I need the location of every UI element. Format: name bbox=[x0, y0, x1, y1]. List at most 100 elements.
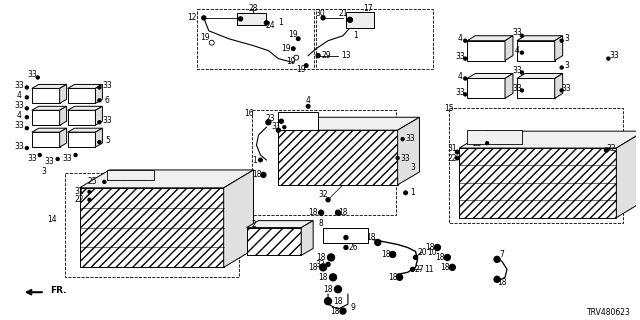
Polygon shape bbox=[32, 132, 60, 147]
Text: 32: 32 bbox=[316, 260, 325, 269]
Text: 33: 33 bbox=[27, 154, 36, 163]
Circle shape bbox=[88, 190, 91, 193]
Polygon shape bbox=[68, 128, 102, 132]
Circle shape bbox=[335, 286, 342, 293]
Text: 18: 18 bbox=[436, 253, 445, 262]
Polygon shape bbox=[68, 106, 102, 110]
Circle shape bbox=[464, 39, 467, 42]
Circle shape bbox=[26, 127, 28, 130]
Text: 33: 33 bbox=[102, 81, 112, 90]
Bar bbox=[197, 9, 314, 68]
Bar bbox=[278, 112, 318, 130]
Text: 15: 15 bbox=[445, 104, 454, 113]
Circle shape bbox=[324, 298, 332, 305]
Text: 4: 4 bbox=[458, 72, 463, 81]
Polygon shape bbox=[32, 106, 67, 110]
Circle shape bbox=[396, 156, 399, 159]
Text: 18: 18 bbox=[338, 208, 348, 217]
Polygon shape bbox=[555, 36, 563, 60]
Text: 33: 33 bbox=[609, 51, 620, 60]
Circle shape bbox=[56, 157, 59, 161]
Text: 19: 19 bbox=[282, 44, 291, 53]
Text: 33: 33 bbox=[102, 116, 112, 125]
Polygon shape bbox=[32, 88, 60, 103]
Circle shape bbox=[340, 308, 346, 314]
Bar bbox=[467, 130, 522, 144]
Circle shape bbox=[283, 126, 286, 129]
Text: 18: 18 bbox=[323, 285, 333, 294]
Polygon shape bbox=[79, 170, 253, 188]
Circle shape bbox=[607, 57, 610, 60]
Polygon shape bbox=[32, 110, 60, 125]
Text: 3: 3 bbox=[410, 164, 415, 172]
Circle shape bbox=[305, 64, 308, 67]
Polygon shape bbox=[616, 131, 640, 218]
Polygon shape bbox=[397, 117, 419, 185]
Text: 33: 33 bbox=[401, 154, 410, 163]
Bar bbox=[346, 12, 374, 28]
Polygon shape bbox=[95, 128, 102, 147]
Text: 25: 25 bbox=[88, 177, 97, 186]
Text: 18: 18 bbox=[440, 263, 450, 272]
Circle shape bbox=[239, 17, 243, 21]
Circle shape bbox=[103, 180, 106, 183]
Circle shape bbox=[456, 156, 459, 160]
Bar bbox=[65, 173, 239, 277]
Text: 33: 33 bbox=[406, 134, 415, 143]
Circle shape bbox=[36, 76, 39, 79]
Text: 28: 28 bbox=[249, 4, 259, 13]
Circle shape bbox=[26, 147, 28, 149]
Polygon shape bbox=[467, 78, 505, 98]
Text: 7: 7 bbox=[500, 250, 504, 259]
Text: 18: 18 bbox=[333, 297, 343, 306]
Text: 6: 6 bbox=[105, 96, 110, 105]
Circle shape bbox=[326, 262, 330, 266]
Text: 3: 3 bbox=[42, 167, 46, 176]
Circle shape bbox=[435, 244, 440, 251]
Circle shape bbox=[98, 99, 101, 102]
Circle shape bbox=[397, 274, 403, 280]
Circle shape bbox=[26, 96, 28, 99]
Circle shape bbox=[375, 240, 381, 245]
Text: 19: 19 bbox=[289, 30, 298, 39]
Circle shape bbox=[88, 198, 91, 201]
Text: 12: 12 bbox=[188, 13, 197, 22]
Text: 4: 4 bbox=[458, 34, 463, 43]
Text: 20: 20 bbox=[418, 248, 428, 257]
Circle shape bbox=[307, 105, 310, 108]
Text: 33: 33 bbox=[512, 66, 522, 75]
Text: 11: 11 bbox=[425, 265, 434, 274]
Circle shape bbox=[560, 89, 563, 92]
Circle shape bbox=[604, 148, 609, 152]
Text: 16: 16 bbox=[244, 109, 253, 118]
Circle shape bbox=[261, 172, 266, 177]
Text: 33: 33 bbox=[512, 28, 522, 37]
Text: 19: 19 bbox=[296, 65, 306, 74]
Text: 18: 18 bbox=[316, 253, 326, 262]
Text: 18: 18 bbox=[388, 273, 397, 282]
Polygon shape bbox=[517, 36, 563, 41]
Circle shape bbox=[444, 254, 451, 260]
Text: 18: 18 bbox=[330, 307, 340, 316]
Circle shape bbox=[464, 93, 467, 96]
Text: 24: 24 bbox=[266, 21, 275, 30]
Circle shape bbox=[319, 264, 326, 271]
Text: 3: 3 bbox=[564, 34, 569, 43]
Bar bbox=[323, 228, 368, 243]
Text: 29: 29 bbox=[321, 51, 331, 60]
Circle shape bbox=[26, 107, 28, 110]
Polygon shape bbox=[95, 84, 102, 103]
Circle shape bbox=[276, 128, 280, 132]
Circle shape bbox=[316, 54, 320, 58]
Polygon shape bbox=[223, 170, 253, 268]
Text: 4: 4 bbox=[17, 111, 21, 120]
Text: 32: 32 bbox=[607, 144, 616, 153]
Circle shape bbox=[401, 138, 404, 140]
Text: 33: 33 bbox=[27, 70, 36, 79]
Text: 19: 19 bbox=[200, 33, 209, 42]
Text: 3: 3 bbox=[564, 61, 569, 70]
Bar bbox=[252, 110, 396, 215]
Text: 26: 26 bbox=[348, 233, 358, 242]
Circle shape bbox=[390, 252, 396, 257]
Text: 13: 13 bbox=[341, 51, 351, 60]
